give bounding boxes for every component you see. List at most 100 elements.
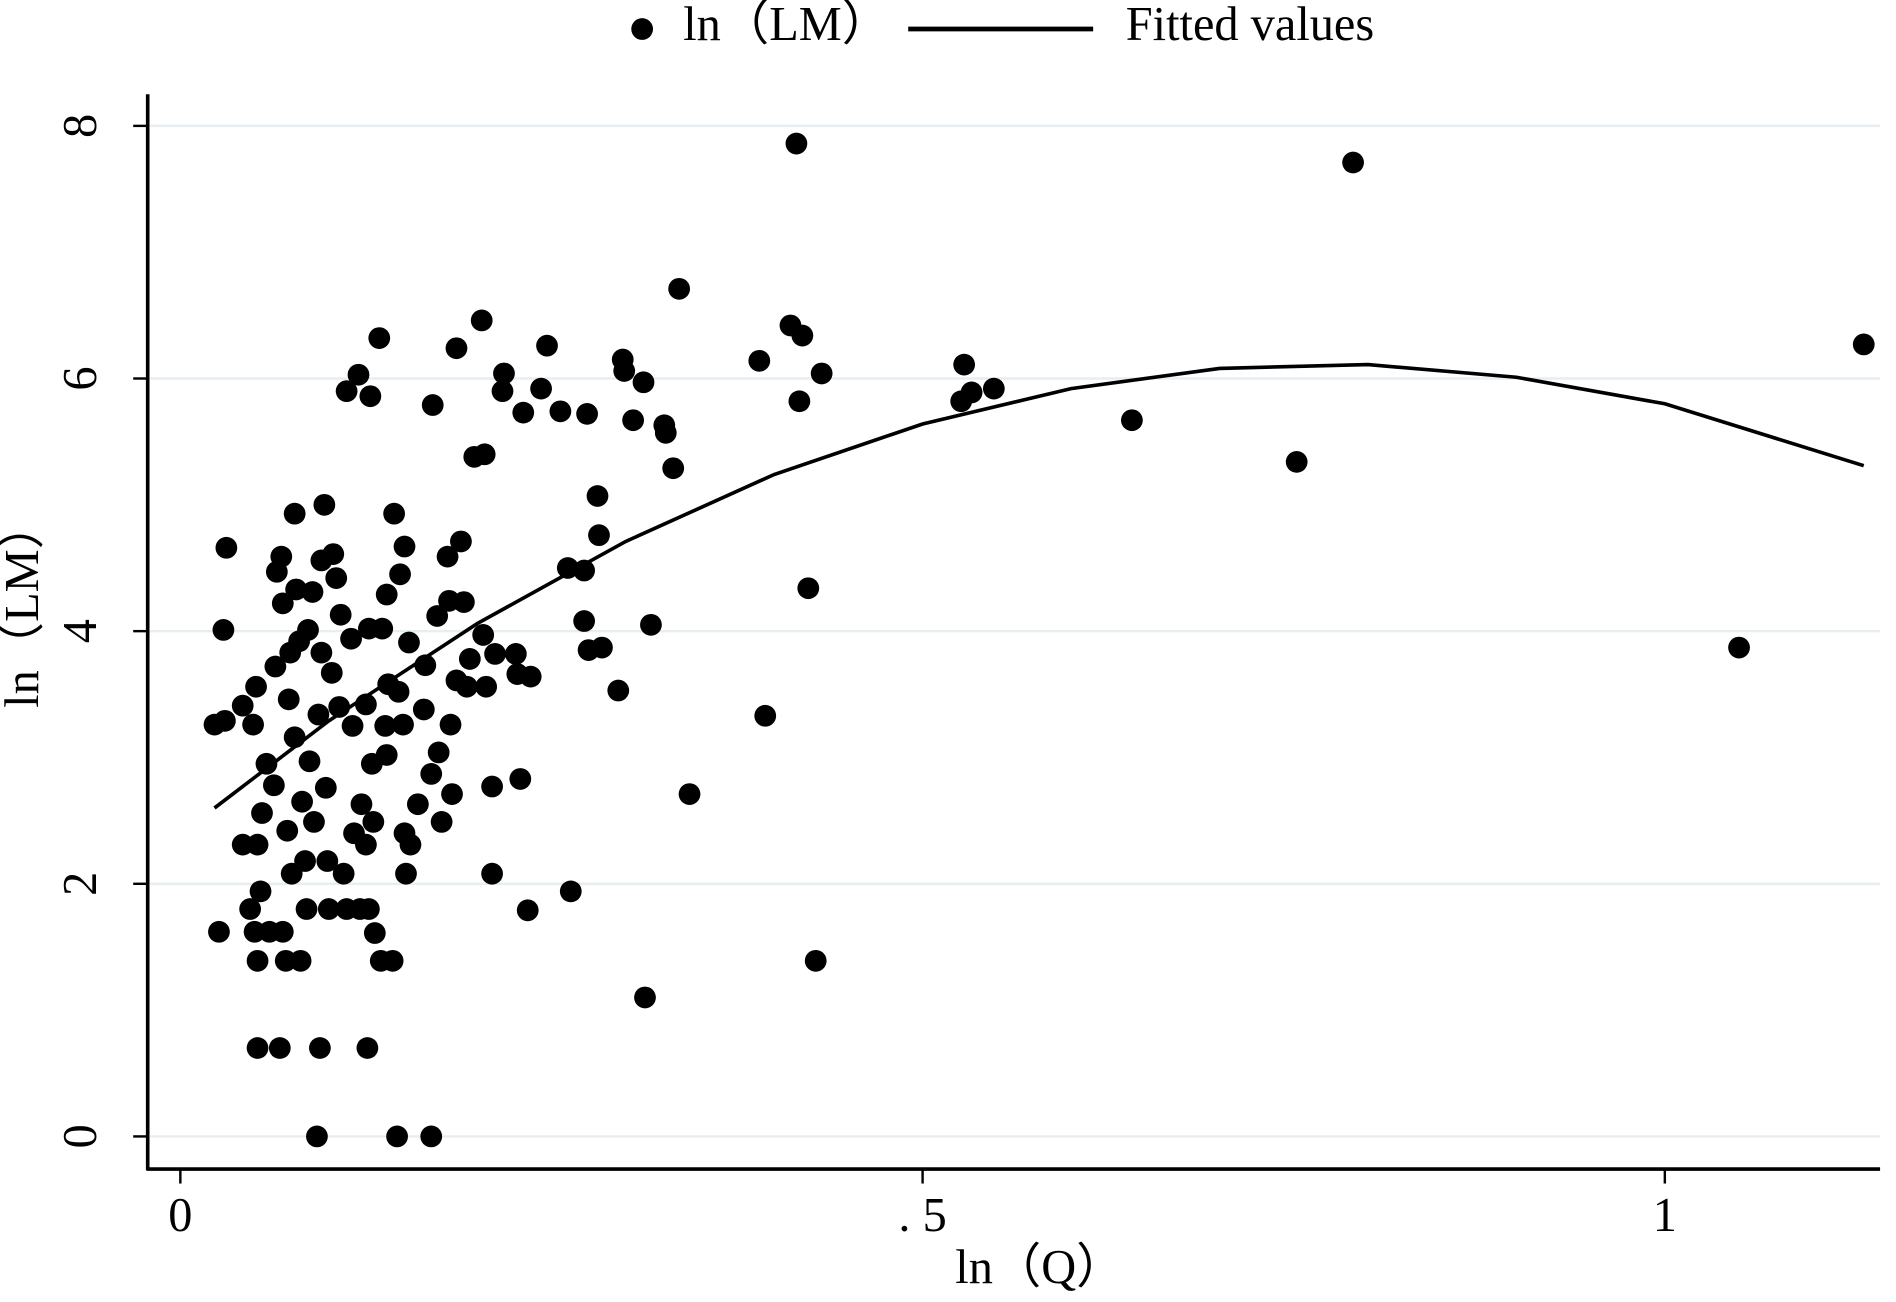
point (246, 949, 269, 972)
point (392, 713, 414, 736)
y-tick-label: 8 (54, 114, 107, 138)
point (445, 337, 468, 360)
point (375, 583, 398, 606)
point (363, 922, 386, 944)
point (421, 394, 444, 416)
point (436, 545, 459, 568)
point (356, 1037, 379, 1059)
point (559, 880, 582, 903)
point (262, 774, 285, 797)
point (297, 619, 319, 641)
point (381, 949, 404, 972)
point (246, 833, 269, 856)
point (314, 776, 337, 799)
x-tick-label: 0 (168, 1189, 192, 1242)
point (307, 703, 330, 726)
point (301, 581, 324, 603)
point (441, 783, 463, 805)
point (389, 563, 411, 586)
point (317, 898, 340, 920)
point (298, 750, 321, 773)
point (1121, 409, 1143, 432)
point (427, 741, 450, 764)
point (1852, 333, 1875, 356)
point (291, 790, 313, 813)
point (982, 377, 1005, 400)
point (493, 362, 515, 385)
point (549, 400, 572, 423)
point (239, 898, 262, 920)
point (484, 643, 506, 665)
point (530, 377, 552, 400)
point (276, 819, 299, 842)
fitted-line (213, 362, 1865, 810)
point (255, 752, 278, 775)
point (347, 363, 370, 386)
point (1342, 151, 1364, 174)
point (375, 744, 398, 766)
point (412, 698, 435, 721)
x-axis-label: ln（Q） (955, 1241, 1124, 1294)
point (383, 502, 406, 525)
point (804, 949, 827, 972)
point (316, 850, 339, 872)
point (355, 833, 377, 856)
point (613, 360, 636, 382)
point (458, 648, 481, 670)
point (453, 591, 475, 613)
point (791, 324, 814, 347)
point (249, 880, 272, 903)
point (264, 655, 287, 678)
y-tick-label: 0 (54, 1124, 107, 1148)
point (481, 775, 503, 798)
legend-label: Fitted values (1126, 0, 1374, 51)
point (398, 631, 420, 654)
point (430, 811, 453, 833)
point (393, 535, 416, 558)
point (358, 898, 380, 920)
point (426, 605, 449, 627)
point (1728, 636, 1750, 659)
point (208, 920, 230, 943)
point (294, 850, 316, 872)
point (754, 704, 777, 727)
legend-marker (631, 18, 654, 40)
point (586, 485, 609, 507)
y-tick-label: 2 (54, 872, 107, 896)
point (475, 675, 498, 698)
point (640, 613, 662, 636)
point (271, 592, 294, 615)
point (573, 559, 596, 582)
point (634, 986, 656, 1009)
point (368, 327, 391, 349)
point (472, 624, 495, 646)
point (271, 920, 294, 943)
point (231, 694, 254, 717)
point (212, 619, 235, 641)
point (325, 567, 348, 589)
point (289, 949, 312, 972)
point (395, 862, 417, 885)
point (245, 675, 267, 698)
point (960, 381, 983, 404)
point (509, 768, 532, 790)
point (341, 715, 364, 737)
point (242, 713, 264, 736)
point (303, 811, 325, 833)
point (309, 1037, 331, 1059)
point (306, 1125, 328, 1148)
point (439, 713, 462, 736)
point (420, 763, 443, 785)
y-tick-label: 4 (54, 619, 107, 643)
point (450, 530, 472, 553)
point (374, 715, 397, 737)
point (797, 577, 820, 600)
point (455, 675, 478, 698)
point (362, 811, 385, 833)
point (748, 349, 771, 372)
point (295, 898, 318, 920)
point (350, 793, 373, 816)
point (519, 665, 542, 688)
point (313, 493, 336, 516)
